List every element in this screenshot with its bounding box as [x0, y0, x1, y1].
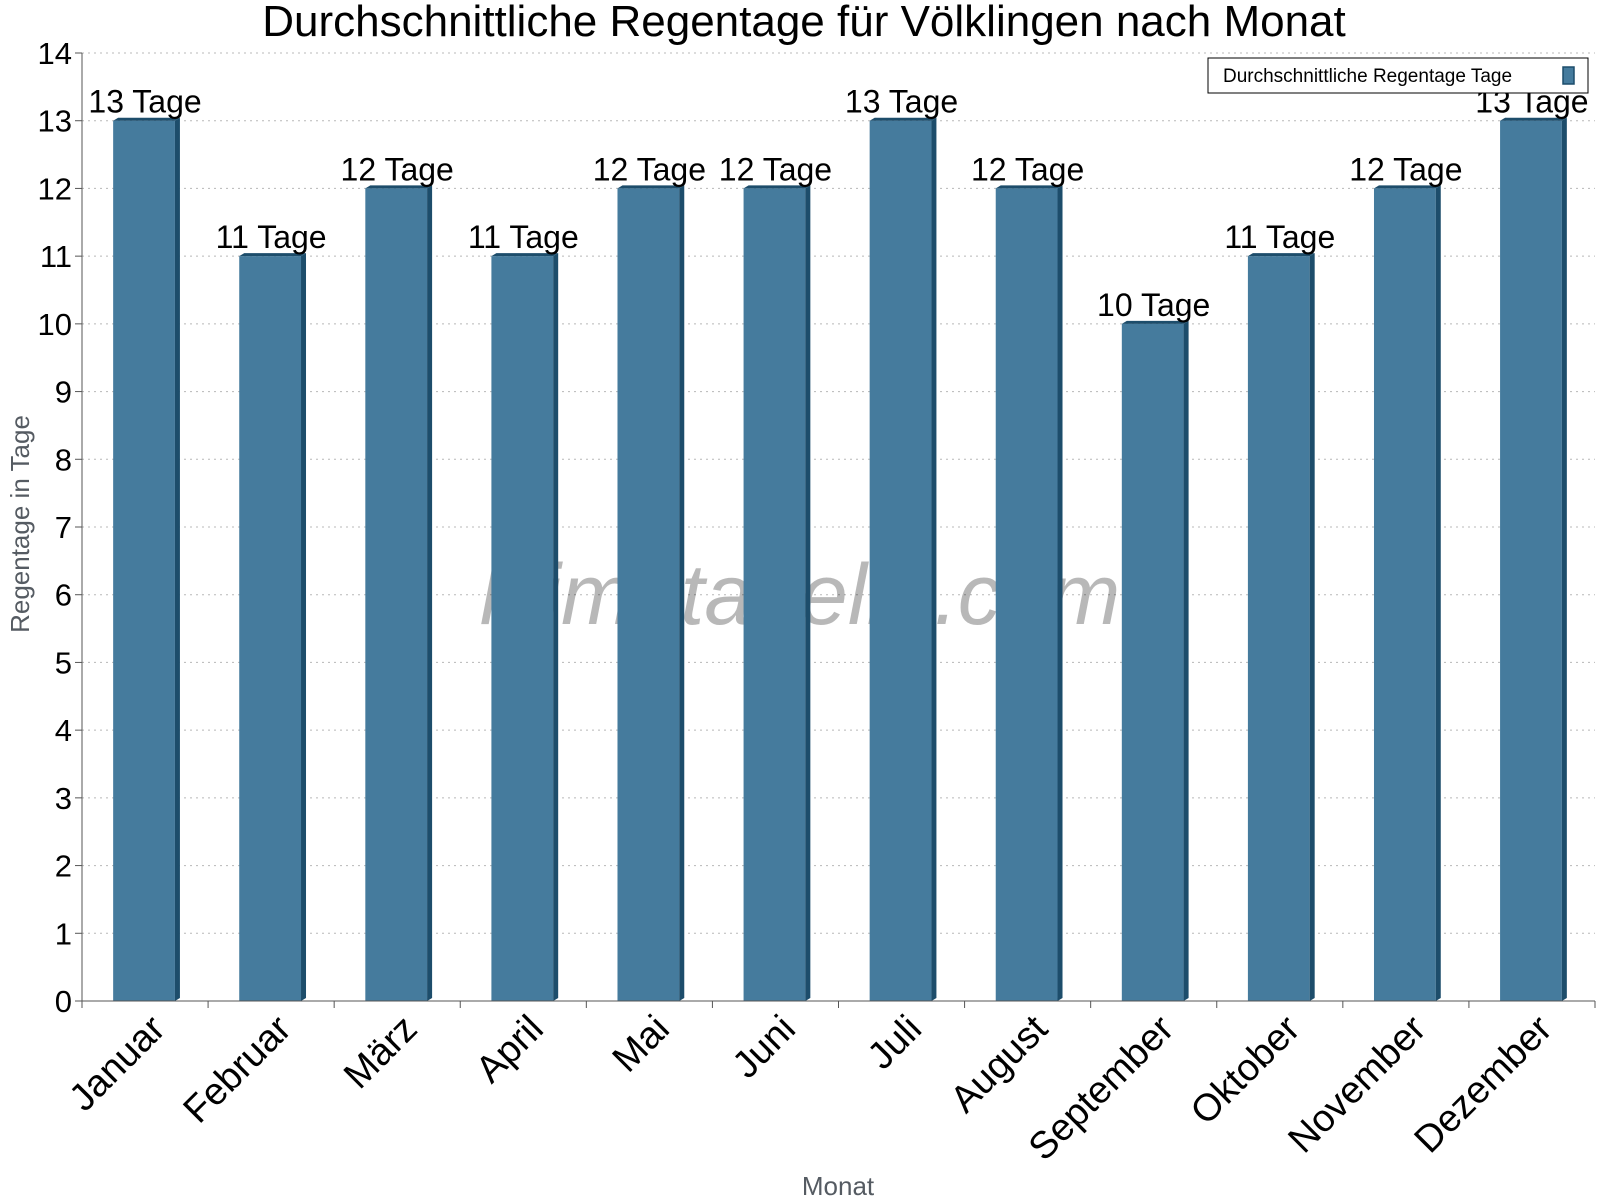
x-axis-title: Monat — [802, 1171, 875, 1200]
bar — [239, 253, 307, 1002]
y-tick-label: 14 — [38, 36, 72, 71]
bar-side — [174, 117, 180, 1001]
x-tick-label: August — [943, 1007, 1057, 1121]
legend: Durchschnittliche Regentage Tage — [1207, 57, 1589, 94]
legend-swatch — [1562, 66, 1575, 85]
legend-label: Durchschnittliche Regentage Tage — [1223, 66, 1512, 87]
bar — [869, 117, 937, 1001]
bar-front — [869, 120, 932, 1001]
x-tick-label: April — [468, 1008, 551, 1091]
data-labels: 13 Tage 11 Tage 12 Tage 11 Tage 12 Tage 12 Ta… — [88, 84, 1588, 323]
data-label: 12 Tage — [971, 151, 1084, 187]
y-tick-label: 7 — [55, 510, 72, 545]
x-tick-label: Juli — [860, 1008, 930, 1078]
y-tick-label: 12 — [38, 171, 72, 206]
data-label: 11 Tage — [468, 219, 579, 255]
bar-front — [1500, 120, 1562, 1001]
y-axis-title: Regentage in Tage — [5, 415, 35, 633]
bar-side — [427, 185, 433, 1001]
bar-top — [113, 117, 180, 121]
y-tick-label: 3 — [55, 781, 72, 816]
y-tick-label: 11 — [40, 239, 72, 274]
y-tick-label: 8 — [55, 442, 72, 477]
data-label: 12 Tage — [341, 151, 454, 187]
x-tick-label: Oktober — [1183, 1007, 1309, 1133]
data-label: 13 Tage — [88, 84, 201, 120]
bar-side — [553, 253, 559, 1002]
bars — [113, 117, 1567, 1002]
data-label: 11 Tage — [1224, 219, 1335, 255]
bar — [617, 185, 685, 1001]
data-label: 12 Tage — [1349, 151, 1462, 187]
bar — [1247, 253, 1315, 1002]
data-label: 12 Tage — [719, 151, 832, 187]
bar-front — [239, 256, 302, 1002]
bar-front — [617, 188, 680, 1001]
bar-front — [743, 188, 806, 1001]
bar-top — [1247, 253, 1315, 257]
x-tick-label: Dezember — [1407, 1007, 1561, 1161]
bar-top — [995, 185, 1063, 189]
bar-side — [1435, 185, 1441, 1001]
bar-top — [239, 253, 307, 257]
bar-top — [1500, 117, 1567, 121]
bar-side — [1561, 117, 1567, 1001]
bar-side — [931, 117, 937, 1001]
data-label: 13 Tage — [845, 84, 958, 120]
x-tick-label: März — [336, 1008, 425, 1097]
bar-side — [301, 253, 307, 1002]
grid-lines — [82, 52, 1595, 934]
y-tick-label: 13 — [38, 104, 72, 139]
bar — [1373, 185, 1441, 1001]
x-tick-label: November — [1281, 1007, 1435, 1161]
chart-title: Durchschnittliche Regentage für Völkling… — [262, 0, 1346, 46]
bar — [113, 117, 180, 1001]
bar — [1500, 117, 1567, 1001]
bar-front — [1373, 188, 1436, 1001]
x-tick-label: Januar — [62, 1007, 174, 1119]
bar-top — [365, 185, 433, 189]
x-tick-label: Mai — [605, 1008, 678, 1081]
y-tick-label: 10 — [38, 307, 72, 342]
bar-side — [679, 185, 685, 1001]
data-label: 12 Tage — [593, 151, 706, 187]
y-tick-label: 1 — [55, 916, 72, 951]
bar-side — [1309, 253, 1315, 1002]
bar — [995, 185, 1063, 1001]
bar-side — [805, 185, 811, 1001]
bar-front — [1247, 256, 1310, 1002]
bar — [491, 253, 559, 1002]
y-tick-label: 6 — [55, 578, 72, 613]
bar-top — [617, 185, 685, 189]
legend-box — [1207, 57, 1589, 94]
bar — [1121, 320, 1189, 1001]
y-tick-label: 5 — [55, 645, 72, 680]
bar — [365, 185, 433, 1001]
y-tick-label: 4 — [55, 713, 72, 748]
bar-top — [743, 185, 811, 189]
bar — [743, 185, 811, 1001]
bar-top — [1373, 185, 1441, 189]
x-tick-label: Februar — [176, 1007, 300, 1131]
bar-front — [491, 256, 554, 1002]
bar-front — [995, 188, 1058, 1001]
x-tick-label: Juni — [725, 1008, 804, 1087]
y-tick-label: 0 — [55, 984, 72, 1019]
bar-top — [869, 117, 937, 121]
data-label: 11 Tage — [216, 219, 327, 255]
bar-top — [491, 253, 559, 257]
data-label: 10 Tage — [1097, 287, 1210, 323]
y-tick-label: 2 — [55, 849, 72, 884]
bar-front — [113, 120, 175, 1001]
bar-top — [1121, 320, 1189, 324]
bar-front — [365, 188, 428, 1001]
bar-front — [1121, 323, 1184, 1001]
y-tick-label: 9 — [55, 375, 72, 410]
bar-side — [1057, 185, 1063, 1001]
bar-side — [1183, 320, 1189, 1001]
